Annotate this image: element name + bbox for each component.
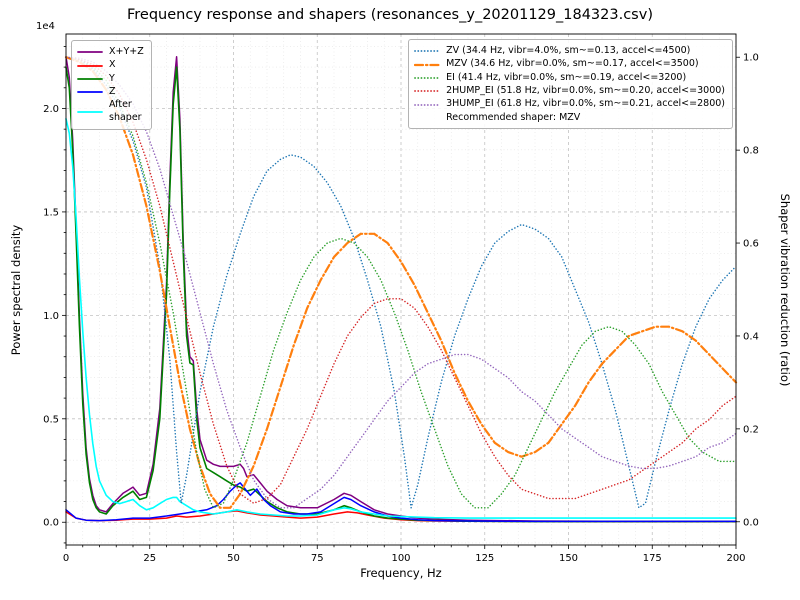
y-left-tick-label: 1.0 <box>43 311 59 322</box>
legend-item-label: 2HUMP_EI (51.8 Hz, vibr=0.0%, sm~=0.20, … <box>446 85 725 97</box>
legend-item-x: X <box>77 59 144 71</box>
legend-line-sample <box>414 103 440 106</box>
legend-line-sample <box>77 110 103 113</box>
y-left-tick-label: 0.0 <box>43 518 59 529</box>
legend-line-sample <box>77 51 103 54</box>
legend-item-mzv: MZV (34.6 Hz, vibr=0.0%, sm~=0.17, accel… <box>414 58 725 70</box>
legend-item-z: Z <box>77 86 144 98</box>
legend-item-after_shaper: After shaper <box>77 99 144 124</box>
legend-line-sample <box>77 91 103 94</box>
series-2hump_ei <box>65 56 737 504</box>
x-axis-label: Frequency, Hz <box>360 566 442 580</box>
legend-item-y: Y <box>77 73 144 85</box>
grid-minor <box>66 34 736 545</box>
chart-title: Frequency response and shapers (resonanc… <box>127 7 653 23</box>
y-right-tick-label: 0.2 <box>743 424 759 435</box>
legend-item-label: Z <box>109 86 116 98</box>
legend-item-zv: ZV (34.4 Hz, vibr=4.0%, sm~=0.13, accel<… <box>414 45 725 57</box>
x-tick-label: 100 <box>391 553 410 564</box>
legend-line-sample <box>414 76 440 79</box>
legend-line-sample <box>414 63 441 66</box>
x-tick-label: 125 <box>475 553 494 564</box>
legend-shapers: ZV (34.4 Hz, vibr=4.0%, sm~=0.13, accel<… <box>408 39 733 130</box>
y-left-tick-label: 2.0 <box>43 104 59 115</box>
legend-item-label: EI (41.4 Hz, vibr=0.0%, sm~=0.19, accel<… <box>446 71 687 83</box>
legend-item-label: X+Y+Z <box>109 46 144 57</box>
y-axis-offset-text: 1e4 <box>36 21 55 32</box>
legend-line-sample <box>414 90 440 93</box>
legend-item-label: 3HUMP_EI (61.8 Hz, vibr=0.0%, sm~=0.21, … <box>446 98 725 110</box>
y-axis-right-label: Shaper vibration reduction (ratio) <box>778 193 792 387</box>
legend-item-label: ZV (34.4 Hz, vibr=4.0%, sm~=0.13, accel<… <box>446 45 691 56</box>
series-mzv <box>64 56 738 509</box>
x-tick-label: 200 <box>726 553 745 564</box>
series-y <box>65 66 737 523</box>
legend-item-label: Y <box>109 72 115 84</box>
legend-line-sample <box>414 50 440 53</box>
legend-line-sample <box>77 64 103 67</box>
y-right-tick-label: 0.4 <box>743 331 759 342</box>
series-sum <box>65 56 737 522</box>
legend-item-2hump_ei: 2HUMP_EI (51.8 Hz, vibr=0.0%, sm~=0.20, … <box>414 85 725 97</box>
x-tick-label: 175 <box>643 553 662 564</box>
legend-item-3hump_ei: 3HUMP_EI (61.8 Hz, vibr=0.0%, sm~=0.21, … <box>414 98 725 110</box>
x-tick-label: 0 <box>63 553 69 564</box>
y-right-tick-label: 1.0 <box>743 53 759 64</box>
y-axis-left-label: Power spectral density <box>9 224 23 356</box>
series-zv <box>65 56 737 509</box>
x-tick-label: 50 <box>227 553 240 564</box>
y-right-tick-label: 0.0 <box>743 517 759 528</box>
x-axis: 0 25 50 75 100 125 150 175 200 <box>63 545 746 564</box>
legend-item-ei: EI (41.4 Hz, vibr=0.0%, sm~=0.19, accel<… <box>414 72 725 84</box>
y-axis-left: 0.0 0.5 1.0 1.5 2.0 <box>43 46 66 544</box>
y-left-tick-label: 1.5 <box>43 207 59 218</box>
series-ei <box>65 56 737 509</box>
legend-line-sample <box>77 77 103 80</box>
y-right-tick-label: 0.8 <box>743 146 759 157</box>
series-3hump_ei <box>65 56 737 509</box>
y-right-tick-label: 0.6 <box>743 239 759 250</box>
x-tick-label: 150 <box>559 553 578 564</box>
legend-item-label: After shaper <box>109 99 142 123</box>
legend-item-label: MZV (34.6 Hz, vibr=0.0%, sm~=0.17, accel… <box>446 58 699 70</box>
legend-psd: X+Y+Z X Y Z After shaper <box>71 40 152 131</box>
y-axis-right: 0.0 0.2 0.4 0.6 0.8 1.0 <box>736 53 759 528</box>
series-z <box>65 482 737 523</box>
x-tick-label: 25 <box>143 553 156 564</box>
legend-item-sum: X+Y+Z <box>77 46 144 58</box>
legend-note: Recommended shaper: MZV <box>446 111 581 123</box>
legend-item-label: X <box>109 59 116 71</box>
series-after_shaper <box>65 118 737 519</box>
x-tick-label: 75 <box>311 553 324 564</box>
y-left-tick-label: 0.5 <box>43 414 59 425</box>
